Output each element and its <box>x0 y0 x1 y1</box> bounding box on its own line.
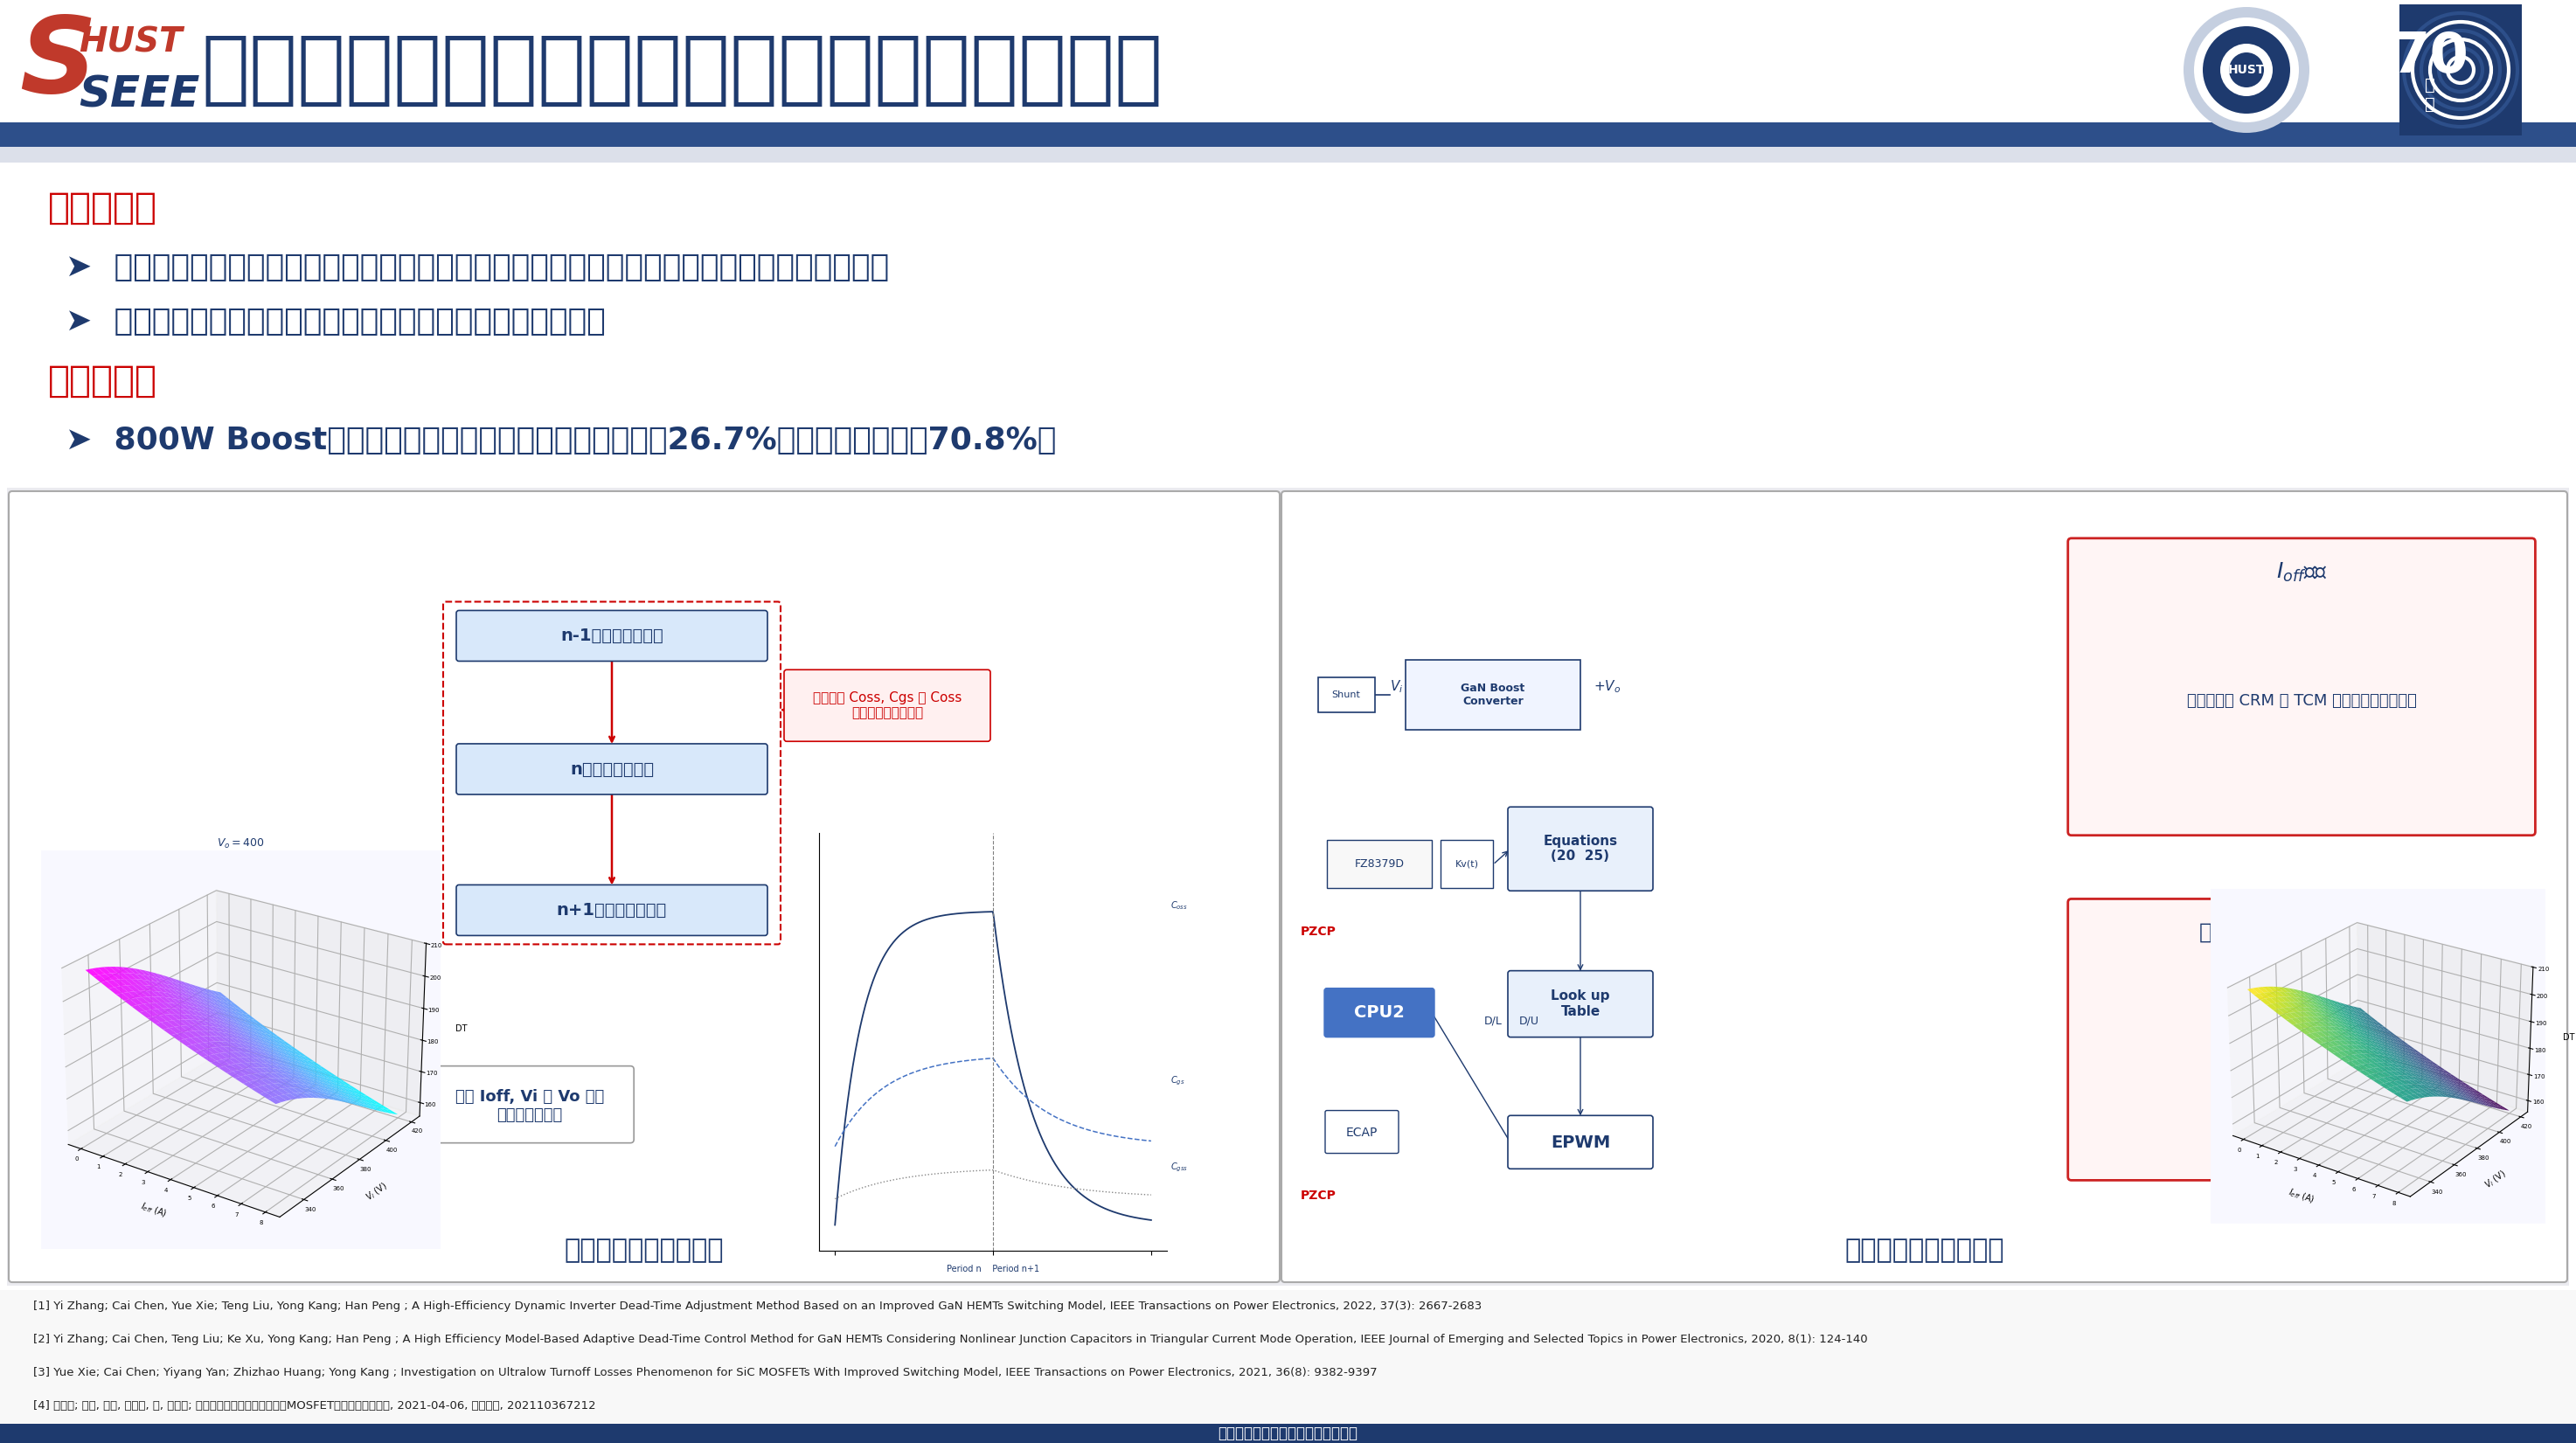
X-axis label: $I_{eff}$ (A): $I_{eff}$ (A) <box>139 1201 167 1221</box>
FancyBboxPatch shape <box>1324 1111 1399 1153</box>
FancyBboxPatch shape <box>456 743 768 795</box>
FancyBboxPatch shape <box>1280 491 2568 1283</box>
Text: 最佳死区时间表: 最佳死区时间表 <box>2200 922 2290 942</box>
Circle shape <box>2202 26 2290 114</box>
Text: ECAP: ECAP <box>1347 1126 1378 1139</box>
Bar <box>0 147 2576 163</box>
Text: 动态死区模型预测控制: 动态死区模型预测控制 <box>1844 1238 2004 1263</box>
Text: $C_{oss}$: $C_{oss}$ <box>1170 900 1188 912</box>
Text: EPWM: EPWM <box>1551 1134 1610 1152</box>
Text: HUST: HUST <box>80 26 183 59</box>
Circle shape <box>2228 52 2264 88</box>
Text: ➤  800W Boost样机中相比固定死区额定工况损耗可降低26.7%，轻载损耗可降低70.8%。: ➤ 800W Boost样机中相比固定死区额定工况损耗可降低26.7%，轻载损耗… <box>64 426 1056 456</box>
Text: ➤  分析了非线性结电容产生的沟道电流提前关断机理，电流减小、驱动加快都会加速沟道关断。: ➤ 分析了非线性结电容产生的沟道电流提前关断机理，电流减小、驱动加快都会加速沟道… <box>64 253 889 283</box>
FancyBboxPatch shape <box>783 670 989 742</box>
FancyBboxPatch shape <box>1507 971 1654 1038</box>
FancyBboxPatch shape <box>2069 538 2535 835</box>
Bar <box>0 1290 2576 1443</box>
Text: ➤  提出了无额外高速检测元件的动态死区模型预测控制方法。: ➤ 提出了无额外高速检测元件的动态死区模型预测控制方法。 <box>64 307 605 336</box>
Text: $V_i$: $V_i$ <box>1391 678 1404 696</box>
Text: PZCP: PZCP <box>1301 926 1337 938</box>
Bar <box>8 488 2568 1286</box>
Text: $C_{gss}$: $C_{gss}$ <box>1170 1162 1188 1173</box>
Bar <box>0 1424 2576 1443</box>
Text: 死区与控制变量的关系: 死区与控制变量的关系 <box>564 1238 724 1263</box>
Text: GaN Boost
Converter: GaN Boost Converter <box>1461 683 1525 707</box>
FancyBboxPatch shape <box>456 610 768 661</box>
Text: PZCP: PZCP <box>1301 1189 1337 1202</box>
Text: n-1时期的状态方程: n-1时期的状态方程 <box>562 628 665 644</box>
Text: S: S <box>18 12 95 114</box>
Bar <box>1327 840 1432 889</box>
Text: +$V_o$: +$V_o$ <box>1595 678 1620 696</box>
Text: $C_{gs}$: $C_{gs}$ <box>1170 1075 1185 1088</box>
Text: Look up
Table: Look up Table <box>1551 990 1610 1019</box>
Bar <box>1440 840 1494 889</box>
Text: 70: 70 <box>2391 30 2468 84</box>
Text: Kv(t): Kv(t) <box>1455 860 1479 869</box>
Bar <box>1319 678 1376 713</box>
Text: [4] 黄志召; 康勇, 陈材, 刘彤民, 熊, 李宇雄; 一种基于双脉冲测试的碳化硅MOSFET关断过程建模方法, 2021-04-06, 中国专利, 202: [4] 黄志召; 康勇, 陈材, 刘彤民, 熊, 李宇雄; 一种基于双脉冲测试的… <box>33 1400 595 1411</box>
Text: HUST: HUST <box>2228 63 2264 76</box>
Text: [2] Yi Zhang; Cai Chen, Teng Liu; Ke Xu, Yong Kang; Han Peng ; A High Efficiency: [2] Yi Zhang; Cai Chen, Teng Liu; Ke Xu,… <box>33 1333 1868 1345</box>
Text: FZ8379D: FZ8379D <box>1355 859 1404 870</box>
Bar <box>0 0 2576 140</box>
FancyBboxPatch shape <box>8 491 1280 1283</box>
Y-axis label: $V_i$ (V): $V_i$ (V) <box>363 1179 389 1203</box>
Text: CPU2: CPU2 <box>1355 1004 1404 1022</box>
Circle shape <box>2184 7 2311 133</box>
FancyBboxPatch shape <box>425 1066 634 1143</box>
Text: [3] Yue Xie; Cai Chen; Yiyang Yan; Zhizhao Huang; Yong Kang ; Investigation on U: [3] Yue Xie; Cai Chen; Yiyang Yan; Zhizh… <box>33 1367 1378 1378</box>
Text: [1] Yi Zhang; Cai Chen, Yue Xie; Teng Liu, Yong Kang; Han Peng ; A High-Efficien: [1] Yi Zhang; Cai Chen, Yue Xie; Teng Li… <box>33 1300 1481 1312</box>
Text: 关断电流由 CRM 及 TCM 的电流过零检测获得: 关断电流由 CRM 及 TCM 的电流过零检测获得 <box>2187 694 2416 709</box>
Text: 研究效果：: 研究效果： <box>49 362 157 400</box>
FancyBboxPatch shape <box>2069 899 2421 1180</box>
Text: D/L: D/L <box>1484 1016 1502 1026</box>
Circle shape <box>2221 43 2272 97</box>
Text: n时期的状态方程: n时期的状态方程 <box>569 760 654 778</box>
Text: 中国电工技术学会高端媒体平台发布: 中国电工技术学会高端媒体平台发布 <box>1218 1426 1358 1442</box>
Y-axis label: $V_i$ (V): $V_i$ (V) <box>2483 1167 2509 1190</box>
Text: Equations
(20  25): Equations (20 25) <box>1543 834 1618 863</box>
FancyBboxPatch shape <box>1507 807 1654 890</box>
Text: 周
年: 周 年 <box>2424 76 2434 113</box>
Text: 研究进展：: 研究进展： <box>49 189 157 227</box>
Bar <box>0 123 2576 147</box>
Text: D/U: D/U <box>1520 1016 1540 1026</box>
Text: n+1时期的状态方程: n+1时期的状态方程 <box>556 902 667 919</box>
Text: Shunt: Shunt <box>1332 691 1360 700</box>
X-axis label: $I_{eff}$ (A): $I_{eff}$ (A) <box>2287 1186 2316 1206</box>
Bar <box>1406 661 1582 730</box>
FancyBboxPatch shape <box>1324 988 1435 1038</box>
Text: $I_{off}$计算: $I_{off}$计算 <box>2277 561 2326 584</box>
Text: 非线性的 Coss, Cgs 和 Coss
在每个迭代间隔更新: 非线性的 Coss, Cgs 和 Coss 在每个迭代间隔更新 <box>814 691 961 720</box>
Circle shape <box>2195 17 2298 123</box>
Text: SEEE: SEEE <box>80 74 198 115</box>
FancyBboxPatch shape <box>1507 1115 1654 1169</box>
FancyBboxPatch shape <box>456 885 768 935</box>
Title: $V_o = 400$: $V_o = 400$ <box>216 837 265 850</box>
Text: 无额外高速检测元件的动态死区模型预测控制: 无额外高速检测元件的动态死区模型预测控制 <box>201 30 1162 110</box>
Bar <box>2398 4 2522 136</box>
X-axis label: Period n    Period n+1: Period n Period n+1 <box>945 1264 1041 1273</box>
Text: 使用 Ioff, Vi 和 Vo 得到
最佳死区时间表: 使用 Ioff, Vi 和 Vo 得到 最佳死区时间表 <box>456 1089 605 1123</box>
